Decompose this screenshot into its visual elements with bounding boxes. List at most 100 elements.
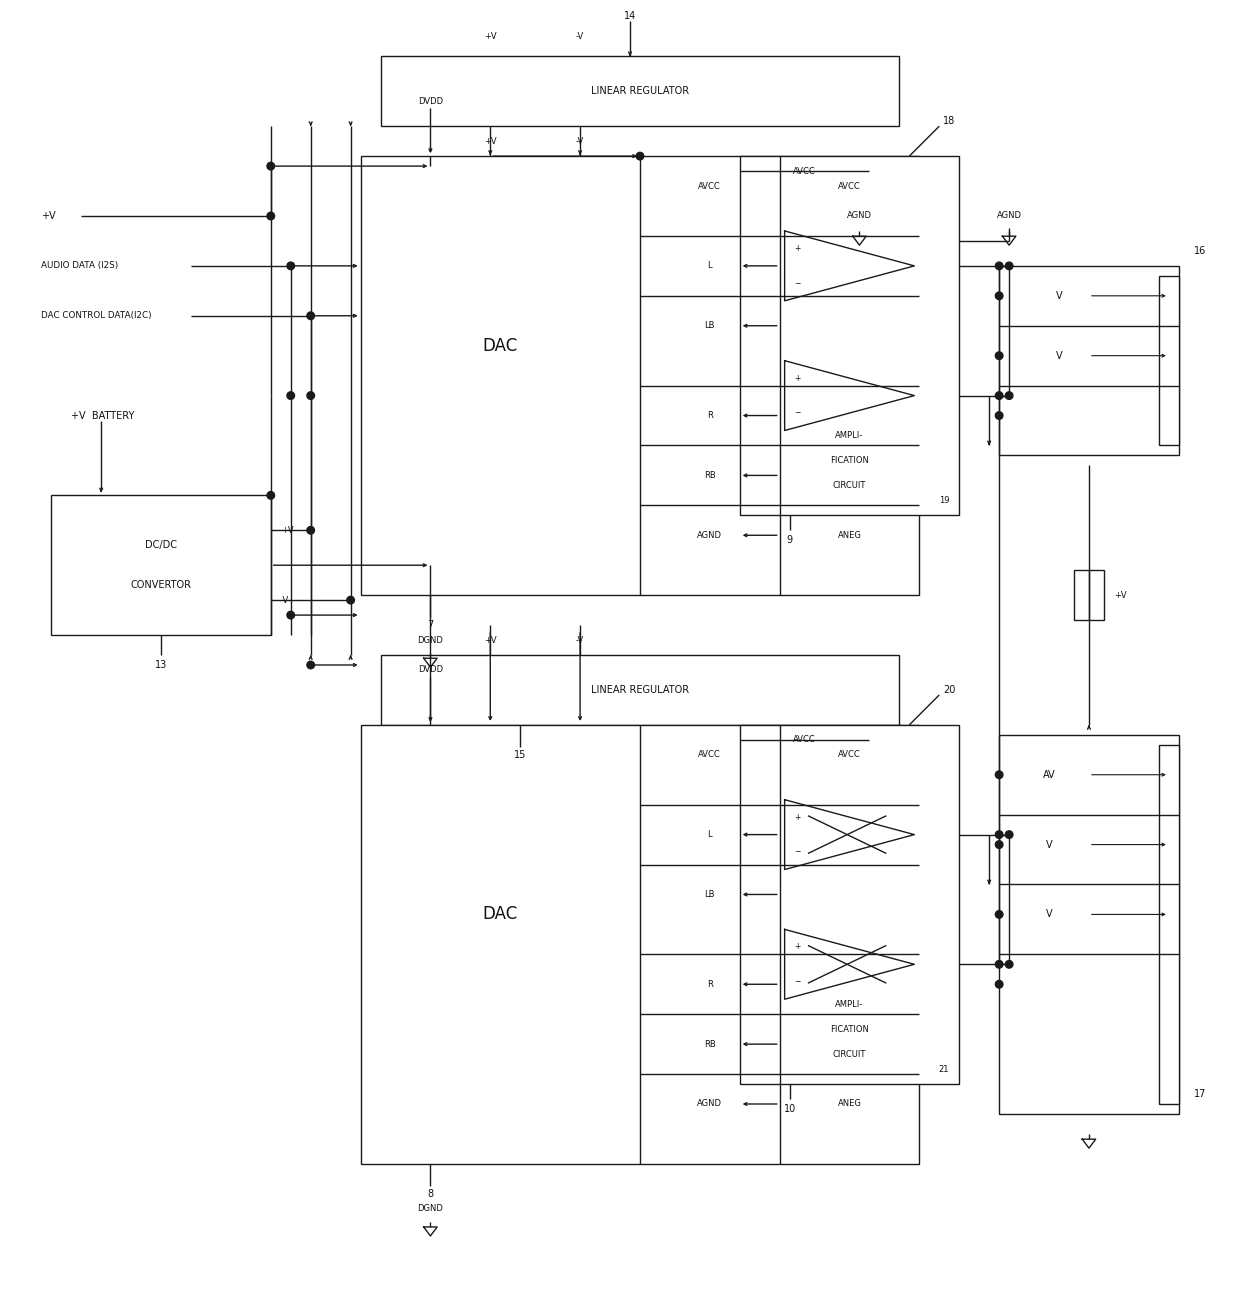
Text: AUDIO DATA (I2S): AUDIO DATA (I2S): [41, 262, 119, 271]
Circle shape: [286, 611, 295, 619]
Text: CIRCUIT: CIRCUIT: [833, 1049, 867, 1059]
Text: AGND: AGND: [847, 212, 872, 221]
Text: 19: 19: [939, 496, 950, 505]
Text: +V  BATTERY: +V BATTERY: [71, 410, 135, 421]
Circle shape: [1006, 960, 1013, 968]
Circle shape: [996, 981, 1003, 988]
Text: RB: RB: [704, 1040, 715, 1048]
Text: 13: 13: [155, 660, 167, 669]
Text: +: +: [795, 813, 801, 822]
Text: -V: -V: [280, 596, 289, 605]
Text: AV: AV: [1043, 769, 1055, 780]
Circle shape: [996, 831, 1003, 839]
Text: +V: +V: [484, 137, 496, 146]
Text: 16: 16: [1194, 246, 1207, 256]
Text: 18: 18: [944, 116, 955, 126]
Text: CIRCUIT: CIRCUIT: [833, 481, 867, 490]
Text: AVCC: AVCC: [794, 167, 816, 176]
Text: DGND: DGND: [418, 635, 444, 644]
Text: L: L: [708, 262, 712, 271]
Circle shape: [1006, 262, 1013, 270]
Text: R: R: [707, 412, 713, 419]
Text: AGND: AGND: [997, 212, 1022, 221]
Text: −: −: [795, 409, 801, 418]
Text: RB: RB: [704, 471, 715, 480]
Circle shape: [996, 392, 1003, 400]
Circle shape: [636, 153, 644, 160]
Text: 7: 7: [428, 621, 434, 630]
Text: L: L: [708, 830, 712, 839]
FancyBboxPatch shape: [999, 735, 1179, 1114]
Circle shape: [996, 412, 1003, 419]
Text: DAC CONTROL DATA(I2C): DAC CONTROL DATA(I2C): [41, 312, 153, 321]
Text: +: +: [795, 373, 801, 383]
Text: V: V: [1055, 291, 1063, 301]
Circle shape: [996, 292, 1003, 300]
Text: 14: 14: [624, 12, 636, 21]
Circle shape: [286, 262, 295, 270]
Text: DAC: DAC: [482, 906, 518, 923]
FancyBboxPatch shape: [1074, 571, 1104, 621]
FancyBboxPatch shape: [999, 266, 1179, 455]
Circle shape: [308, 392, 315, 400]
Text: FICATION: FICATION: [830, 456, 869, 466]
Circle shape: [347, 596, 355, 604]
Text: AGND: AGND: [697, 1099, 722, 1109]
Circle shape: [996, 771, 1003, 778]
FancyBboxPatch shape: [361, 725, 919, 1164]
Text: -V: -V: [575, 137, 584, 146]
Text: +V: +V: [280, 526, 294, 535]
FancyBboxPatch shape: [1159, 276, 1179, 446]
Text: +V: +V: [484, 32, 496, 41]
Circle shape: [308, 312, 315, 320]
Text: 20: 20: [944, 685, 956, 694]
Text: LB: LB: [704, 890, 715, 899]
Circle shape: [267, 212, 274, 220]
Text: 15: 15: [515, 750, 527, 760]
Text: +: +: [795, 243, 801, 252]
Circle shape: [308, 526, 315, 534]
Text: −: −: [795, 977, 801, 986]
Text: 21: 21: [939, 1065, 950, 1073]
Circle shape: [996, 840, 1003, 848]
Text: -V: -V: [575, 635, 584, 644]
Text: DAC: DAC: [482, 337, 518, 355]
Circle shape: [996, 262, 1003, 270]
Circle shape: [996, 352, 1003, 359]
FancyBboxPatch shape: [51, 496, 270, 635]
Text: +V: +V: [1114, 590, 1126, 600]
FancyBboxPatch shape: [381, 57, 899, 126]
Text: V: V: [1045, 839, 1053, 849]
Text: DGND: DGND: [418, 1205, 444, 1214]
Text: R: R: [707, 980, 713, 989]
Circle shape: [1006, 831, 1013, 839]
Text: AGND: AGND: [697, 531, 722, 539]
Text: AMPLI-: AMPLI-: [836, 999, 863, 1009]
Circle shape: [996, 960, 1003, 968]
Text: 8: 8: [428, 1189, 434, 1199]
Text: DVDD: DVDD: [418, 97, 443, 105]
Text: ANEG: ANEG: [837, 531, 862, 539]
Text: FICATION: FICATION: [830, 1024, 869, 1034]
Text: CONVERTOR: CONVERTOR: [130, 580, 191, 590]
Text: ANEG: ANEG: [837, 1099, 862, 1109]
FancyBboxPatch shape: [740, 156, 960, 515]
Text: +V: +V: [41, 210, 56, 221]
Text: +V: +V: [484, 635, 496, 644]
Text: AMPLI-: AMPLI-: [836, 431, 863, 441]
Circle shape: [267, 492, 274, 500]
Circle shape: [267, 162, 274, 170]
Text: 9: 9: [786, 535, 792, 546]
FancyBboxPatch shape: [381, 655, 899, 725]
Text: +: +: [795, 943, 801, 951]
Circle shape: [1006, 392, 1013, 400]
Text: AVCC: AVCC: [698, 181, 722, 191]
Text: 10: 10: [784, 1105, 796, 1114]
Text: AVCC: AVCC: [838, 181, 861, 191]
FancyBboxPatch shape: [1159, 744, 1179, 1105]
Text: −: −: [795, 279, 801, 288]
Text: −: −: [795, 848, 801, 856]
Text: LINEAR REGULATOR: LINEAR REGULATOR: [591, 685, 689, 694]
Text: DC/DC: DC/DC: [145, 540, 177, 550]
FancyBboxPatch shape: [361, 156, 919, 596]
